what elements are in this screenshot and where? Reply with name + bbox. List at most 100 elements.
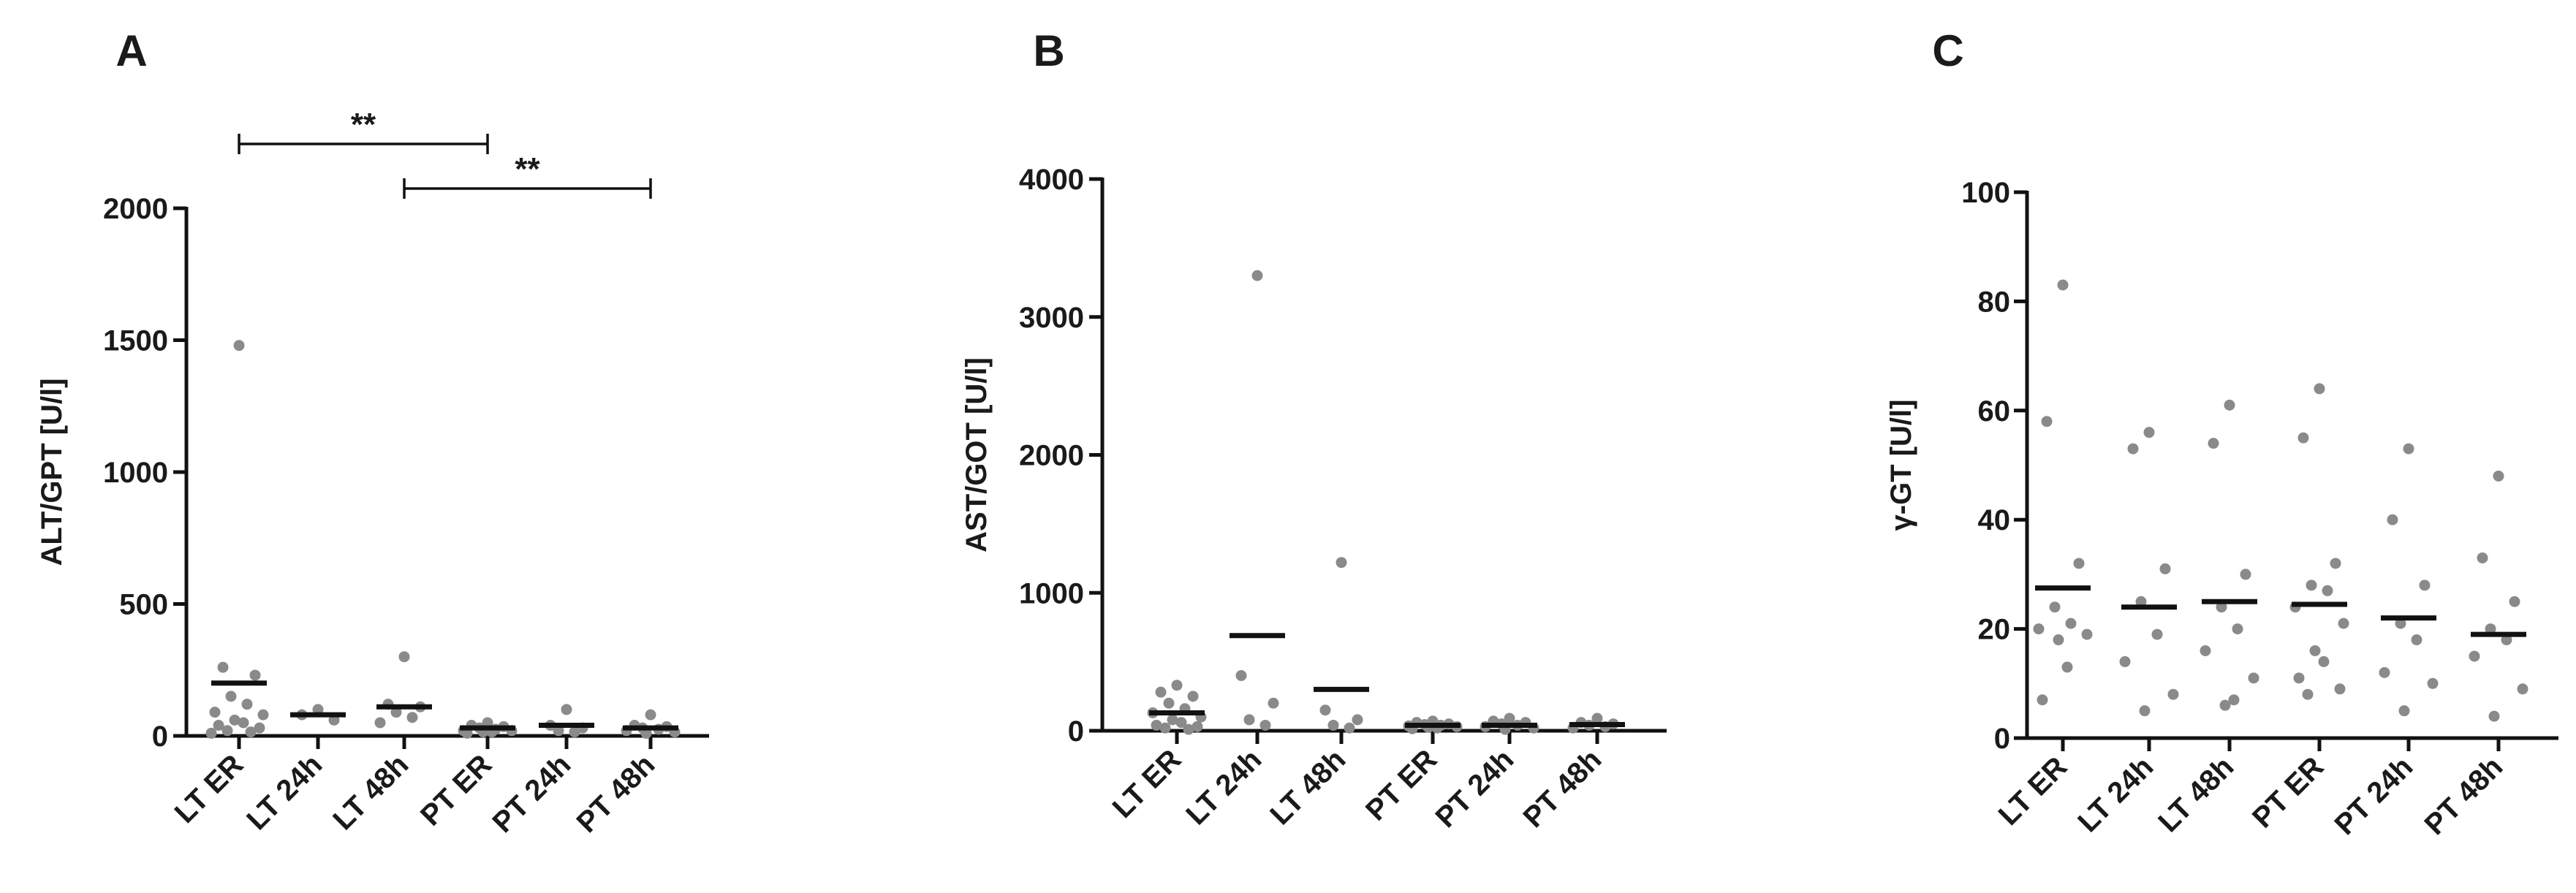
y-axis-label: ALT/GPT [U/l] [36, 379, 68, 566]
data-point [217, 661, 229, 673]
data-point [2240, 569, 2251, 580]
data-point [254, 722, 265, 734]
data-point [1151, 719, 1162, 731]
y-tick-label: 100 [1961, 177, 2010, 209]
data-point [2200, 645, 2211, 656]
data-point [2119, 656, 2131, 667]
data-point [229, 714, 240, 726]
data-point [2293, 672, 2305, 684]
data-point [569, 726, 580, 738]
data-point [2387, 514, 2398, 525]
y-tick-label: 0 [1994, 723, 2010, 755]
data-point [238, 717, 249, 729]
significance-label: ** [351, 107, 376, 142]
data-point [2057, 279, 2069, 291]
data-point [2065, 618, 2077, 629]
x-tick-label: LT 24h [1180, 743, 1268, 831]
data-point [2228, 694, 2240, 706]
data-point [249, 669, 261, 681]
data-point [1259, 719, 1271, 731]
data-point [2330, 558, 2341, 569]
data-point [2135, 596, 2147, 607]
data-point [2159, 563, 2171, 574]
data-point [645, 709, 656, 721]
y-tick-label: 80 [1978, 286, 2011, 318]
data-point [2224, 399, 2235, 411]
data-point [245, 726, 257, 738]
data-point [1159, 722, 1171, 734]
y-tick-label: 40 [1978, 504, 2011, 536]
data-point [2053, 634, 2064, 646]
data-point [2411, 634, 2422, 646]
data-point [225, 691, 237, 702]
data-point [2167, 688, 2179, 700]
y-tick-label: 20 [1978, 614, 2011, 646]
data-point [2037, 694, 2048, 706]
data-point [2322, 585, 2333, 596]
x-tick-label: PT 24h [2329, 750, 2420, 841]
data-point [1251, 270, 1263, 281]
data-point [406, 712, 418, 723]
x-tick-label: PT ER [2246, 750, 2330, 834]
y-tick-label: 1000 [1019, 577, 1084, 609]
data-point [205, 727, 217, 739]
data-point [2216, 601, 2227, 613]
data-point [2208, 438, 2219, 449]
y-axis-label: γ-GT [U/l] [1885, 400, 1917, 531]
data-point [1344, 722, 1355, 734]
data-point [1167, 714, 1178, 726]
data-point [2379, 666, 2390, 678]
data-point [2501, 634, 2512, 646]
data-point [2395, 618, 2406, 629]
data-point [233, 340, 245, 352]
data-point [257, 709, 269, 721]
x-tick-label: PT ER [414, 748, 498, 832]
data-point [1192, 721, 1203, 732]
data-point [209, 707, 221, 718]
x-tick-label: PT 24h [487, 748, 577, 839]
data-point [2297, 432, 2309, 444]
x-tick-label: PT 24h [1430, 743, 1520, 834]
x-tick-label: PT 48h [2419, 750, 2509, 841]
data-point [2232, 623, 2243, 635]
data-point [2081, 628, 2093, 640]
data-point [2302, 688, 2314, 700]
data-point [2143, 427, 2155, 438]
data-point [1155, 686, 1167, 698]
significance-label: ** [515, 151, 540, 187]
data-point [221, 725, 233, 737]
data-point [2314, 383, 2325, 395]
data-point [2061, 661, 2073, 673]
data-point [1319, 704, 1331, 716]
data-point [2427, 677, 2439, 689]
y-tick-label: 4000 [1019, 164, 1084, 196]
data-point [2073, 558, 2085, 569]
data-point [2488, 710, 2500, 722]
data-point [2509, 596, 2520, 607]
y-tick-label: 0 [152, 721, 168, 753]
data-point [1187, 691, 1199, 702]
data-point [1352, 714, 1363, 726]
x-tick-label: LT 48h [1264, 743, 1352, 831]
data-point [2318, 656, 2330, 667]
data-point [1243, 714, 1255, 726]
data-point [2419, 580, 2431, 591]
y-tick-label: 1500 [103, 325, 168, 357]
data-point [2485, 623, 2496, 635]
x-tick-label: LT 48h [327, 748, 414, 836]
data-point [1336, 557, 1347, 569]
data-point [1235, 670, 1247, 681]
x-tick-label: PT 48h [1518, 743, 1608, 834]
x-tick-label: LT ER [1107, 743, 1188, 824]
data-point [2033, 623, 2045, 635]
data-point [374, 717, 386, 729]
data-point [2469, 650, 2480, 662]
data-point [2248, 672, 2259, 684]
y-tick-label: 500 [119, 589, 168, 621]
y-tick-label: 0 [1068, 715, 1084, 748]
data-point [1327, 719, 1339, 731]
data-point [2403, 443, 2414, 455]
